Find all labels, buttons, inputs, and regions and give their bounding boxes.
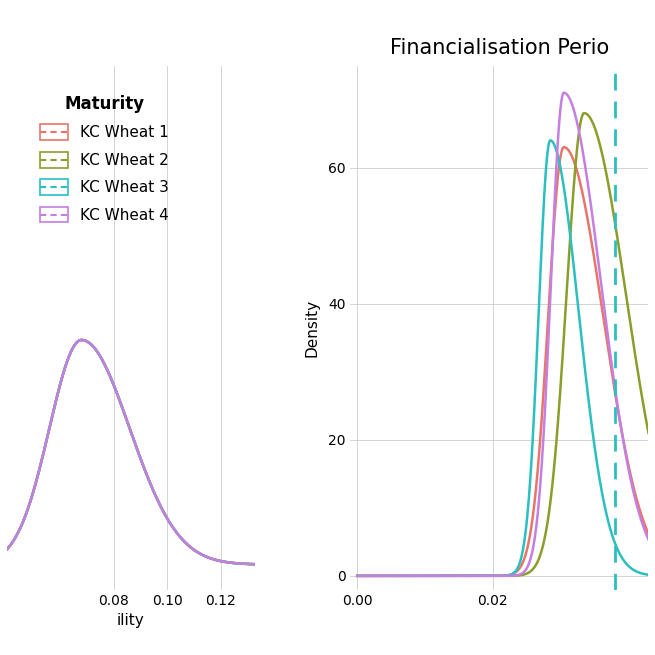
- Title: Financialisation Perio: Financialisation Perio: [390, 39, 609, 58]
- X-axis label: ility: ility: [117, 612, 145, 627]
- Y-axis label: Density: Density: [305, 299, 320, 356]
- Legend: KC Wheat 1, KC Wheat 2, KC Wheat 3, KC Wheat 4: KC Wheat 1, KC Wheat 2, KC Wheat 3, KC W…: [34, 89, 175, 229]
